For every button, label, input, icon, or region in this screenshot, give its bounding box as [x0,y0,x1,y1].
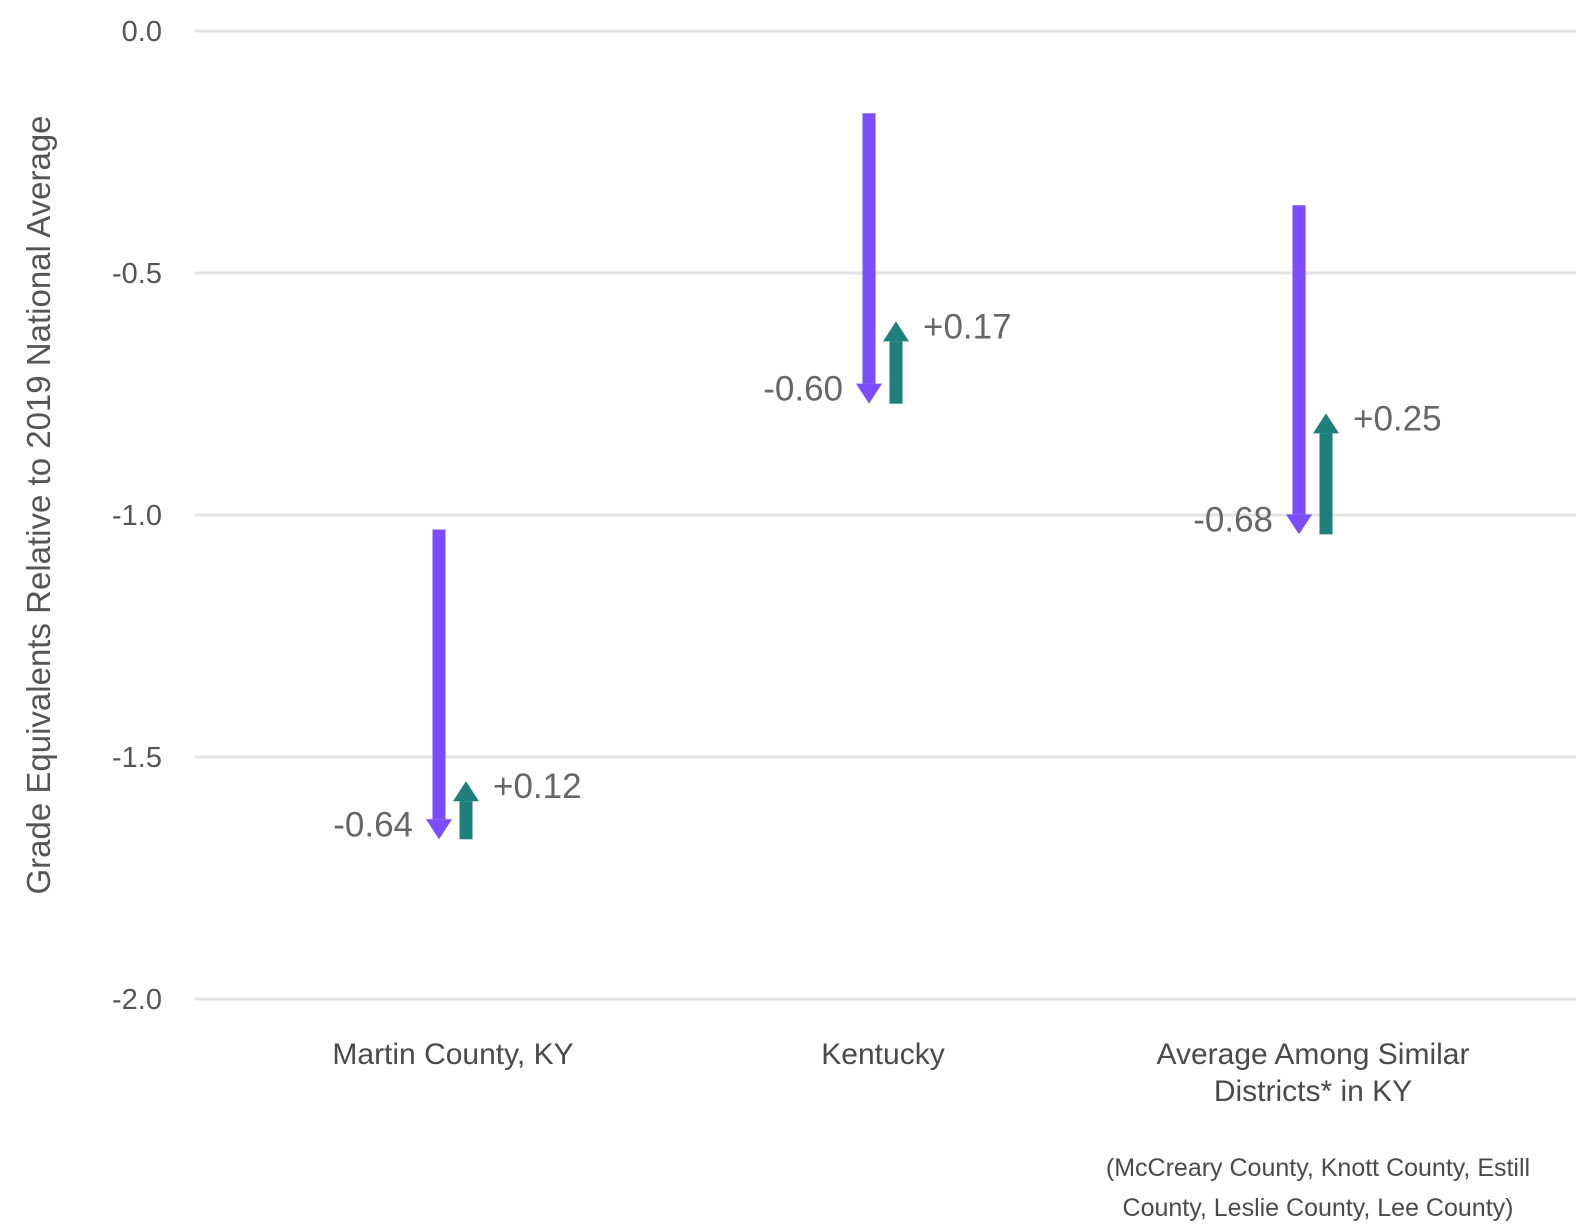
x-category-label: Average Among Similar [1157,1038,1470,1071]
decline-data-label: -0.64 [333,805,413,844]
x-axis-categories: Martin County, KY Kentucky Average Among S… [332,1038,1469,1108]
y-axis-ticks: 0.0 -0.5 -1.0 -1.5 -2.0 [112,16,162,1016]
footnote: (McCreary County, Knott County, Estill Co… [1106,1154,1530,1222]
recovery-arrow [883,321,909,404]
decline-data-label: -0.60 [763,370,843,409]
footnote-line: County, Leslie County, Lee County) [1123,1194,1514,1222]
y-tick-label: 0.0 [122,16,162,48]
x-category-label: Kentucky [821,1038,944,1071]
decline-arrow [426,529,452,840]
recovery-data-label: +0.25 [1353,399,1442,438]
y-tick-label: -1.0 [112,500,162,532]
x-category-label: Martin County, KY [332,1038,573,1071]
recovery-data-label: +0.17 [923,307,1012,346]
y-tick-label: -1.5 [112,742,162,774]
y-axis-label: Grade Equivalents Relative to 2019 Natio… [20,115,57,894]
decline-arrow [1286,205,1312,535]
y-tick-label: -2.0 [112,984,162,1016]
recovery-arrow [453,781,479,840]
decline-arrow [856,113,882,404]
recovery-arrow [1313,413,1339,535]
footnote-line: (McCreary County, Knott County, Estill [1106,1154,1530,1182]
arrow-marks: -0.64 +0.12 -0.60 +0.17 -0.68 +0.25 [333,113,1442,844]
decline-data-label: -0.68 [1193,500,1273,539]
x-category-label: Districts* in KY [1214,1075,1412,1108]
recovery-data-label: +0.12 [493,767,582,806]
y-tick-label: -0.5 [112,258,162,290]
gridlines [195,29,1576,1001]
